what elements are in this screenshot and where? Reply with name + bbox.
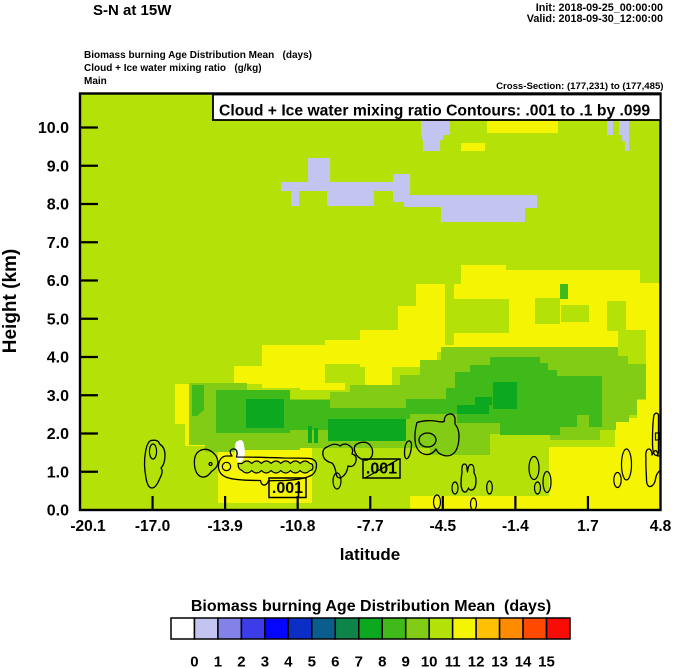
- svg-text:10: 10: [421, 654, 438, 668]
- svg-text:Biomass burning Age Distributi: Biomass burning Age Distribution Mean (d…: [84, 50, 312, 61]
- svg-text:-13.9: -13.9: [207, 518, 243, 535]
- svg-text:12: 12: [468, 654, 485, 668]
- svg-text:3: 3: [261, 654, 269, 668]
- svg-text:8: 8: [378, 654, 386, 668]
- svg-text:3.0: 3.0: [47, 388, 69, 405]
- svg-text:-4.5: -4.5: [429, 518, 456, 535]
- svg-text:9.0: 9.0: [47, 158, 69, 175]
- svg-text:1.0: 1.0: [47, 464, 69, 481]
- svg-text:-17.0: -17.0: [135, 518, 170, 535]
- svg-text:S-N at 15W: S-N at 15W: [93, 2, 172, 19]
- svg-text:Cloud + Ice water mixing ratio: Cloud + Ice water mixing ratio Contours:…: [219, 103, 650, 120]
- svg-text:4: 4: [284, 654, 293, 668]
- svg-text:.001: .001: [272, 480, 303, 497]
- svg-text:Main: Main: [84, 76, 107, 87]
- svg-text:Biomass burning Age Distributi: Biomass burning Age Distribution Mean (d…: [191, 598, 551, 615]
- svg-text:13: 13: [491, 654, 508, 668]
- svg-text:5: 5: [308, 654, 316, 668]
- svg-text:6: 6: [331, 654, 339, 668]
- svg-text:7: 7: [355, 654, 363, 668]
- svg-text:2.0: 2.0: [47, 426, 69, 443]
- svg-text:7.0: 7.0: [47, 235, 69, 252]
- svg-text:-20.1: -20.1: [70, 518, 106, 535]
- svg-text:4.8: 4.8: [650, 518, 672, 535]
- svg-text:Cloud + Ice water mixing ratio: Cloud + Ice water mixing ratio (g/kg): [84, 63, 262, 74]
- svg-text:0: 0: [190, 654, 198, 668]
- svg-text:Valid: 2018-09-30_12:00:00: Valid: 2018-09-30_12:00:00: [527, 13, 663, 25]
- svg-text:1: 1: [214, 654, 222, 668]
- svg-text:0.0: 0.0: [47, 503, 69, 520]
- svg-text:4.0: 4.0: [47, 350, 69, 367]
- svg-text:6.0: 6.0: [47, 273, 69, 290]
- svg-text:11: 11: [445, 654, 461, 668]
- svg-text:Init: 2018-09-25_00:00:00: Init: 2018-09-25_00:00:00: [536, 2, 663, 14]
- svg-text:1.7: 1.7: [577, 518, 599, 535]
- svg-text:15: 15: [538, 654, 555, 668]
- svg-text:9: 9: [402, 654, 410, 668]
- svg-text:14: 14: [515, 654, 532, 668]
- svg-text:-1.4: -1.4: [502, 518, 529, 535]
- svg-text:10.0: 10.0: [38, 120, 69, 137]
- svg-text:-7.7: -7.7: [357, 518, 384, 535]
- svg-text:Height (km): Height (km): [0, 249, 21, 354]
- svg-text:2: 2: [237, 654, 245, 668]
- svg-text:8.0: 8.0: [47, 197, 69, 214]
- svg-text:Cross-Section: (177,231) to (1: Cross-Section: (177,231) to (177,485): [496, 81, 663, 92]
- svg-text:-10.8: -10.8: [280, 518, 316, 535]
- svg-text:latitude: latitude: [340, 545, 400, 564]
- svg-text:5.0: 5.0: [47, 311, 69, 328]
